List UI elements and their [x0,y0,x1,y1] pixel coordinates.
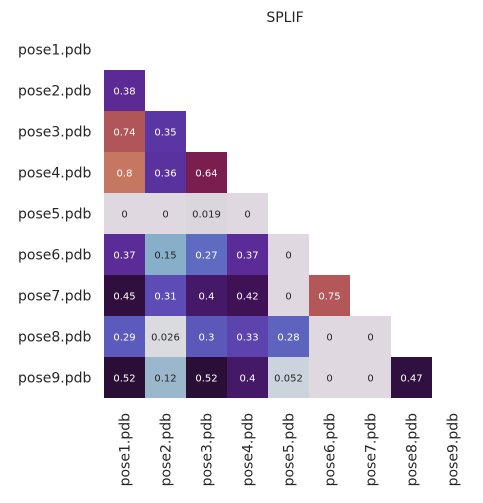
cell-value-label: 0.45 [113,292,135,303]
cell-value-label: 0.36 [154,169,176,180]
y-tick-label: pose9.pdb [18,371,91,387]
cell-value-label: 0.52 [113,374,135,385]
heatmap-cell [227,357,268,398]
cell-value-label: 0.8 [117,169,133,180]
heatmap-cell [145,152,186,193]
x-tick-label: pose1.pdb [118,413,134,486]
x-tick-labels: pose1.pdb pose2.pdb pose3.pdb pose4.pdb pose… [118,413,462,486]
cell-value-label: 0 [244,210,250,221]
chart-title: SPLIF [266,10,303,26]
cell-value-label: 0.28 [277,333,299,344]
y-tick-label: pose6.pdb [18,248,91,264]
y-tick-label: pose8.pdb [18,330,91,346]
cell-value-label: 0 [285,251,291,262]
cell-value-label: 0.47 [400,374,422,385]
x-tick-label: pose4.pdb [241,413,257,486]
heatmap-cell [268,357,309,398]
heatmap-cell [391,357,432,398]
cell-value-label: 0.37 [236,251,258,262]
heatmap-cell [186,152,227,193]
cell-value-label: 0 [367,374,373,385]
cell-value-label: 0.75 [318,292,340,303]
y-tick-label: pose5.pdb [18,207,91,223]
cell-value-label: 0.33 [236,333,258,344]
cell-value-label: 0.026 [151,333,180,344]
cell-value-label: 0.27 [195,251,217,262]
heatmap-cell [104,70,145,111]
heatmap-cell [309,275,350,316]
cell-value-label: 0.37 [113,251,135,262]
heatmap-cell [145,193,186,234]
heatmap-cell [268,316,309,357]
heatmap-cell [104,152,145,193]
heatmap-cell [268,234,309,275]
heatmap-cell [227,234,268,275]
cell-value-label: 0.4 [240,374,256,385]
cell-value-label: 0.42 [236,292,258,303]
heatmap-cell [104,357,145,398]
cell-value-label: 0 [367,333,373,344]
heatmap-cell [145,357,186,398]
heatmap-cell [104,111,145,152]
cell-value-label: 0.29 [113,333,135,344]
x-tick-label: pose3.pdb [200,413,216,486]
x-tick-label: pose5.pdb [282,413,298,486]
x-tick-label: pose9.pdb [446,413,462,486]
heatmap-cell [145,111,186,152]
heatmap-cell [227,193,268,234]
heatmap-cell [186,275,227,316]
cell-value-label: 0.74 [113,128,135,139]
cell-value-label: 0.052 [274,374,303,385]
cell-value-label: 0 [121,210,127,221]
cell-value-label: 0.38 [113,87,135,98]
heatmap-cell [104,275,145,316]
heatmap-cell [104,193,145,234]
cell-value-label: 0.64 [195,169,217,180]
y-tick-labels: pose1.pdb pose2.pdb pose3.pdb pose4.pdb pose… [18,43,91,387]
cell-value-label: 0 [162,210,168,221]
cell-value-label: 0 [285,292,291,303]
heatmap-cell [268,275,309,316]
y-tick-label: pose1.pdb [18,43,91,59]
heatmap-cell [309,357,350,398]
heatmap-cell [186,316,227,357]
heatmap-cell [309,316,350,357]
x-tick-label: pose7.pdb [364,413,380,486]
heatmap-cell [186,234,227,275]
y-tick-label: pose7.pdb [18,289,91,305]
cell-value-label: 0 [326,374,332,385]
y-tick-label: pose3.pdb [18,125,91,141]
heatmap-cell [227,316,268,357]
cell-value-label: 0.31 [154,292,176,303]
heatmap-cells: 0.38 0.74 0.35 0.8 0.36 0.64 0 0 0.019 0 0.37 0.15 0… [104,70,432,398]
heatmap-cell [145,234,186,275]
x-tick-label: pose2.pdb [159,413,175,486]
cell-value-label: 0.3 [199,333,215,344]
heatmap-cell [104,234,145,275]
heatmap-cell [350,316,391,357]
cell-value-label: 0.15 [154,251,176,262]
cell-value-label: 0.4 [199,292,215,303]
y-tick-label: pose2.pdb [18,84,91,100]
cell-value-label: 0.35 [154,128,176,139]
heatmap-cell [145,316,186,357]
x-tick-label: pose8.pdb [405,413,421,486]
x-tick-label: pose6.pdb [323,413,339,486]
heatmap-cell [186,357,227,398]
heatmap-cell [227,275,268,316]
cell-value-label: 0 [326,333,332,344]
heatmap-cell [145,275,186,316]
cell-value-label: 0.019 [192,210,221,221]
cell-value-label: 0.52 [195,374,217,385]
y-tick-label: pose4.pdb [18,166,91,182]
heatmap-cell [186,193,227,234]
heatmap-cell [350,357,391,398]
cell-value-label: 0.12 [154,374,176,385]
heatmap-cell [104,316,145,357]
